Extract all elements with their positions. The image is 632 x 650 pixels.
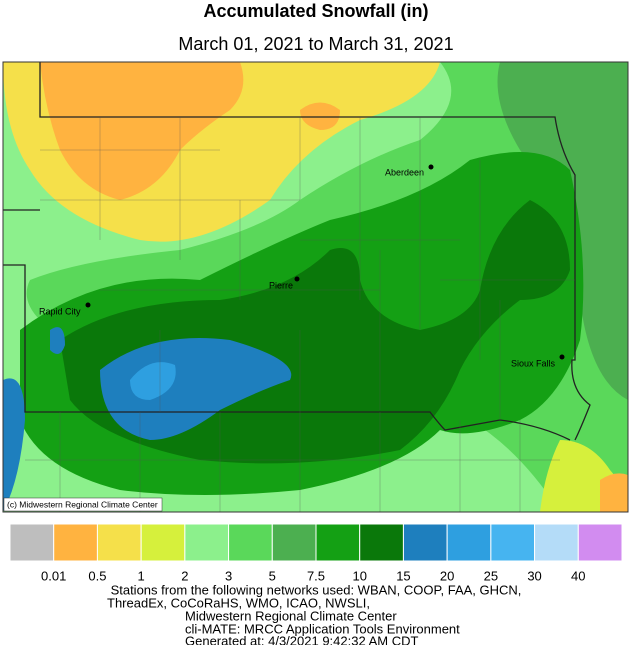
legend-swatch (271, 523, 317, 562)
legend-label: 25 (484, 568, 498, 583)
title: Accumulated Snowfall (in) (203, 1, 428, 21)
snow-area (40, 62, 244, 200)
legend-swatch (53, 523, 98, 562)
legend-swatch (184, 523, 230, 562)
footer-line: ThreadEx, CoCoRaHS, WMO, ICAO, NWSLI, (107, 595, 370, 610)
legend-swatch (490, 523, 536, 562)
credit-box (3, 497, 163, 512)
snow-area (3, 378, 25, 512)
legend-swatch (315, 523, 361, 562)
snow-area (130, 362, 176, 400)
snow-area (50, 327, 65, 354)
city-dot (85, 302, 91, 308)
legend: 0.01 0.5 1 2 3 5 7.5 10 15 20 25 30 40 (9, 523, 623, 583)
footer-line: Midwestern Regional Climate Center (185, 608, 397, 623)
legend-label: 1 (138, 568, 145, 583)
footer-line: cli-MATE: MRCC Application Tools Environ… (185, 621, 460, 636)
legend-swatch (359, 523, 404, 562)
city-dot (559, 354, 565, 360)
legend-swatch (446, 523, 492, 562)
legend-swatch (402, 523, 448, 562)
legend-swatch (577, 523, 623, 562)
legend-label: 2 (181, 568, 188, 583)
legend-swatch (96, 523, 142, 562)
footer-line: Stations from the following networks use… (111, 582, 522, 597)
legend-swatch (228, 523, 273, 562)
footer: Stations from the following networks use… (107, 582, 522, 648)
city-label: Rapid City (39, 306, 81, 316)
city-label: Aberdeen (385, 167, 424, 177)
county-lines (25, 117, 575, 512)
legend-label: 0.5 (88, 568, 106, 583)
legend-swatch (9, 523, 55, 562)
city-dot (428, 164, 434, 170)
legend-label: 0.01 (41, 568, 66, 583)
footer-line: Generated at: 4/3/2021 9:42:32 AM CDT (185, 633, 418, 645)
state-border (3, 62, 591, 441)
legend-label: 40 (571, 568, 585, 583)
legend-swatch (534, 523, 579, 562)
legend-label: 7.5 (307, 568, 325, 583)
map-frame (2, 61, 629, 513)
subtitle: March 01, 2021 to March 31, 2021 (178, 34, 453, 54)
map: Aberdeen Pierre Rapid City Sioux Falls (… (2, 61, 629, 513)
city-dot (294, 276, 300, 282)
legend-label: 5 (269, 568, 276, 583)
city-label: Sioux Falls (511, 358, 556, 368)
legend-label: 3 (225, 568, 232, 583)
legend-label: 30 (527, 568, 541, 583)
credit: (c) Midwestern Regional Climate Center (7, 499, 158, 509)
legend-label: 15 (396, 568, 410, 583)
legend-swatch (140, 523, 186, 562)
snow-area (600, 473, 628, 512)
legend-label: 10 (352, 568, 366, 583)
city-label: Pierre (269, 280, 293, 290)
legend-label: 20 (440, 568, 454, 583)
snow-area (300, 102, 340, 130)
snow-area (100, 338, 292, 440)
